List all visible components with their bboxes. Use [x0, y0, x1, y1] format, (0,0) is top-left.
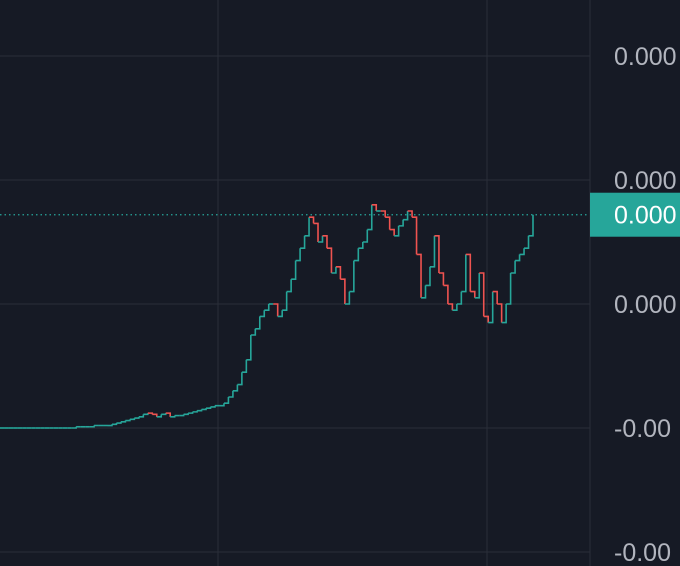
- y-tick-label-2: 0.000: [614, 291, 677, 319]
- series-step-74: [326, 247, 333, 273]
- series-step-86: [380, 210, 386, 218]
- series-step-69: [304, 217, 310, 237]
- series-step-118: [524, 235, 530, 249]
- series-step-66: [291, 260, 297, 280]
- series-step-109: [483, 315, 490, 323]
- series-step-107: [474, 273, 481, 299]
- series-step-54: [237, 372, 243, 386]
- series-step-88: [389, 228, 395, 236]
- series-step-72: [318, 235, 324, 243]
- series-step-119: [528, 214, 534, 237]
- series-step-75: [331, 266, 337, 274]
- series-step-91: [403, 211, 409, 221]
- price-series: [0, 204, 534, 429]
- y-tick-label-3: -0.00: [614, 415, 671, 443]
- series-step-105: [465, 253, 472, 292]
- series-step-79: [349, 260, 355, 293]
- series-step-101: [447, 303, 454, 311]
- series-step-116: [515, 254, 521, 262]
- series-step-57: [250, 328, 257, 336]
- series-step-32: [138, 414, 145, 418]
- series-step-67: [295, 248, 301, 262]
- series-step-36: [156, 414, 163, 418]
- series-step-55: [241, 359, 248, 373]
- series-step-102: [452, 304, 458, 311]
- series-step-81: [358, 242, 364, 249]
- series-step-35: [152, 413, 158, 417]
- series-step-50: [219, 403, 225, 407]
- series-step-52: [228, 390, 234, 398]
- series-step-80: [353, 248, 360, 262]
- series-step-68: [300, 235, 306, 249]
- series-step-108: [479, 272, 485, 317]
- series-step-64: [282, 291, 288, 311]
- series-step-77: [340, 278, 346, 304]
- current-price-label: 0.000: [614, 202, 677, 230]
- series-step-59: [259, 310, 266, 318]
- series-step-51: [223, 397, 230, 404]
- series-step-106: [470, 290, 476, 298]
- price-axis[interactable]: 0.000 0.000 0.000 -0.00 -0.00: [614, 43, 677, 566]
- series-step-90: [398, 219, 404, 227]
- y-tick-label-0: 0.000: [614, 43, 677, 71]
- y-tick-label-4: -0.00: [614, 539, 671, 566]
- series-step-73: [322, 235, 328, 249]
- series-step-60: [264, 304, 270, 311]
- series-step-103: [456, 291, 463, 305]
- series-step-56: [246, 335, 252, 361]
- series-step-115: [510, 260, 516, 274]
- series-step-78: [344, 291, 351, 305]
- current-price-badge-bg: [590, 192, 680, 237]
- series-step-114: [506, 273, 512, 305]
- series-step-65: [286, 279, 292, 293]
- series-step-84: [371, 204, 378, 211]
- y-tick-label-1: 0.000: [614, 167, 677, 195]
- series-step-94: [416, 253, 422, 298]
- series-step-99: [438, 272, 445, 286]
- series-step-38: [165, 412, 171, 417]
- series-step-92: [407, 210, 413, 218]
- series-step-117: [519, 248, 525, 256]
- series-step-63: [277, 310, 283, 318]
- series-step-53: [232, 384, 239, 392]
- chart-grid: [0, 0, 590, 566]
- series-step-95: [421, 285, 427, 299]
- series-step-104: [461, 254, 467, 293]
- series-step-83: [367, 204, 373, 231]
- series-step-113: [501, 304, 507, 324]
- series-step-100: [443, 284, 449, 304]
- series-step-82: [362, 229, 369, 243]
- series-step-71: [313, 222, 319, 242]
- current-price-badge: 0.000: [590, 192, 680, 237]
- series-step-110: [488, 291, 494, 324]
- series-step-76: [335, 266, 342, 280]
- series-step-96: [425, 266, 431, 287]
- series-step-93: [412, 216, 418, 255]
- series-step-111: [492, 290, 498, 304]
- series-step-70: [309, 216, 315, 224]
- series-step-97: [429, 235, 436, 268]
- series-step-89: [394, 225, 400, 237]
- series-step-112: [497, 303, 503, 323]
- series-step-58: [255, 316, 261, 330]
- series-step-62: [273, 303, 279, 317]
- series-step-87: [385, 216, 391, 230]
- series-step-98: [434, 235, 440, 273]
